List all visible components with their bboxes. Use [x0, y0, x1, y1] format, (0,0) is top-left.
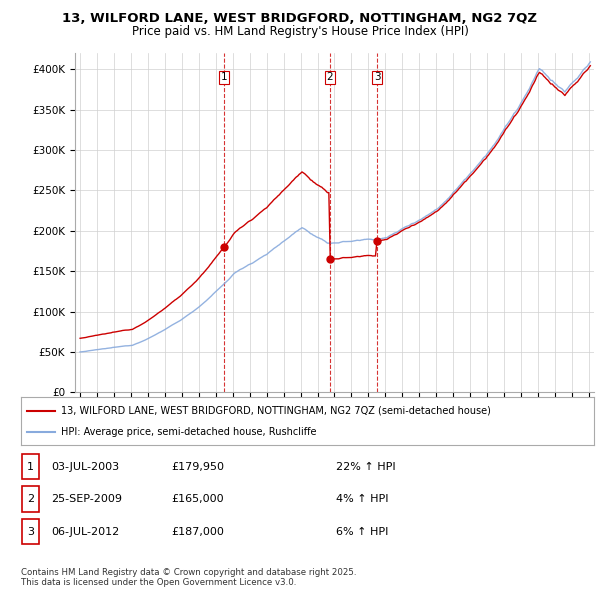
Text: Price paid vs. HM Land Registry's House Price Index (HPI): Price paid vs. HM Land Registry's House … — [131, 25, 469, 38]
Text: 1: 1 — [221, 73, 227, 83]
Text: £179,950: £179,950 — [171, 462, 224, 471]
Text: 03-JUL-2003: 03-JUL-2003 — [51, 462, 119, 471]
Text: 1: 1 — [27, 462, 34, 471]
Text: 06-JUL-2012: 06-JUL-2012 — [51, 527, 119, 536]
Text: 4% ↑ HPI: 4% ↑ HPI — [336, 494, 389, 504]
Text: HPI: Average price, semi-detached house, Rushcliffe: HPI: Average price, semi-detached house,… — [61, 427, 317, 437]
Text: 25-SEP-2009: 25-SEP-2009 — [51, 494, 122, 504]
Text: 3: 3 — [374, 73, 380, 83]
Text: 2: 2 — [27, 494, 34, 504]
Text: 13, WILFORD LANE, WEST BRIDGFORD, NOTTINGHAM, NG2 7QZ: 13, WILFORD LANE, WEST BRIDGFORD, NOTTIN… — [62, 12, 538, 25]
Text: Contains HM Land Registry data © Crown copyright and database right 2025.
This d: Contains HM Land Registry data © Crown c… — [21, 568, 356, 587]
Text: 13, WILFORD LANE, WEST BRIDGFORD, NOTTINGHAM, NG2 7QZ (semi-detached house): 13, WILFORD LANE, WEST BRIDGFORD, NOTTIN… — [61, 405, 491, 415]
Text: 3: 3 — [27, 527, 34, 536]
Text: 2: 2 — [326, 73, 333, 83]
Text: 6% ↑ HPI: 6% ↑ HPI — [336, 527, 388, 536]
Text: 22% ↑ HPI: 22% ↑ HPI — [336, 462, 395, 471]
Text: £187,000: £187,000 — [171, 527, 224, 536]
Text: £165,000: £165,000 — [171, 494, 224, 504]
